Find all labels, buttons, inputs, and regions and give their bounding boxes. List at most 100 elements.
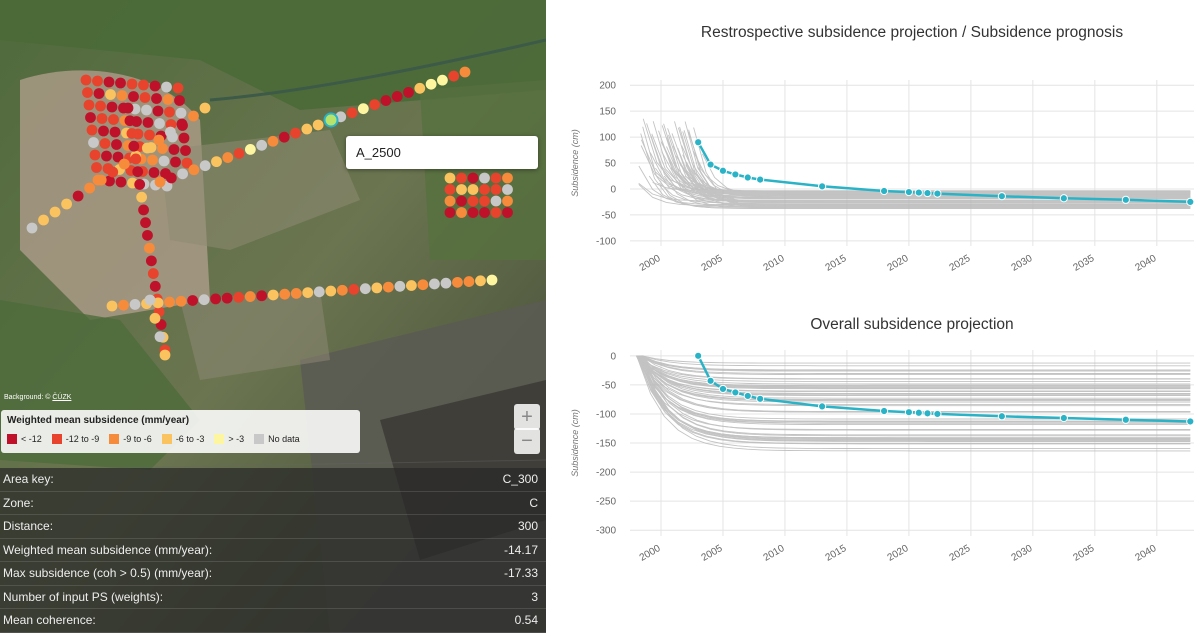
ps-point[interactable] [467,172,479,184]
ps-point[interactable] [479,207,490,218]
ps-point[interactable] [154,176,166,188]
selected-ps-point[interactable] [323,112,339,128]
ps-point[interactable] [267,135,279,147]
ps-point[interactable] [444,195,456,207]
ps-point[interactable] [244,291,256,302]
ps-point[interactable] [101,150,112,162]
ps-point[interactable] [82,87,93,98]
ps-point[interactable] [126,128,138,139]
ps-point[interactable] [391,91,403,102]
ps-point[interactable] [124,115,136,127]
ps-point[interactable] [161,81,172,93]
ps-point[interactable] [475,275,486,287]
ps-point[interactable] [154,118,165,129]
ps-point[interactable] [126,78,138,90]
ps-point[interactable] [456,207,467,218]
ps-point[interactable] [106,300,118,312]
ps-point[interactable] [157,143,168,154]
ps-point[interactable] [313,286,325,298]
ps-point[interactable] [154,331,166,343]
ps-point[interactable] [188,164,200,176]
ps-point[interactable] [456,172,467,184]
ps-point[interactable] [88,137,99,148]
ps-point[interactable] [174,95,185,106]
ps-point[interactable] [142,117,154,128]
ps-point[interactable] [115,176,127,188]
ps-point[interactable] [144,129,155,141]
ps-point[interactable] [456,195,467,207]
ps-point[interactable] [302,287,314,299]
ps-point[interactable] [165,172,177,184]
ps-point[interactable] [290,127,301,139]
ps-point[interactable] [165,126,176,138]
ps-point[interactable] [106,101,118,113]
ps-point[interactable] [371,282,383,294]
ps-point[interactable] [244,144,256,155]
ps-point[interactable] [147,154,158,166]
ps-point[interactable] [357,103,369,115]
ps-point[interactable] [175,107,187,119]
ps-point[interactable] [99,138,111,149]
ps-point[interactable] [467,195,479,207]
ps-point[interactable] [490,172,502,184]
ps-point[interactable] [96,113,108,124]
ps-point[interactable] [158,155,170,167]
ps-point[interactable] [233,148,245,159]
ps-point[interactable] [91,162,102,173]
ps-point[interactable] [429,278,440,290]
ps-point[interactable] [380,95,392,106]
ps-point[interactable] [199,102,211,114]
zoom-out-button[interactable]: − [514,428,540,454]
ps-point[interactable] [115,77,126,89]
ps-point[interactable] [452,276,463,288]
ps-point[interactable] [502,172,513,184]
ps-point[interactable] [95,174,107,186]
ps-point[interactable] [301,123,313,135]
ps-point[interactable] [164,106,175,118]
ps-point[interactable] [84,182,96,194]
ps-point[interactable] [444,207,456,218]
ps-point[interactable] [116,90,128,101]
attribution-link[interactable]: ČÚZK [52,394,72,401]
ps-point[interactable] [147,268,159,279]
ps-point[interactable] [278,131,290,143]
ps-point[interactable] [198,294,210,306]
ps-point[interactable] [336,284,348,296]
ps-point[interactable] [148,167,160,178]
ps-point-layer[interactable] [0,0,546,633]
ps-point[interactable] [103,76,115,88]
ps-point[interactable] [38,214,49,226]
ps-point[interactable] [405,280,417,291]
ps-point[interactable] [181,157,193,169]
ps-point[interactable] [199,160,211,172]
ps-point[interactable] [141,142,153,154]
ps-point[interactable] [49,206,61,218]
ps-point[interactable] [394,280,406,292]
ps-point[interactable] [104,175,115,187]
ps-point[interactable] [170,156,181,168]
ps-point[interactable] [107,166,119,178]
ps-point[interactable] [118,158,130,170]
ps-point[interactable] [111,139,122,150]
ps-point[interactable] [221,292,233,304]
ps-point[interactable] [80,74,92,86]
ps-point[interactable] [463,276,475,287]
ps-point[interactable] [417,279,429,291]
ps-point[interactable] [177,168,188,180]
ps-point[interactable] [425,78,437,90]
ps-point[interactable] [502,195,513,207]
ps-point[interactable] [144,242,155,254]
ps-point[interactable] [145,255,157,267]
ps-point[interactable] [233,291,245,303]
ps-point[interactable] [86,124,98,136]
ps-point[interactable] [168,144,180,155]
ps-point[interactable] [256,290,268,302]
ps-point[interactable] [153,134,165,146]
ps-point[interactable] [176,118,188,130]
ps-point[interactable] [172,82,184,94]
ps-point[interactable] [151,93,162,104]
ps-point[interactable] [312,119,324,131]
ps-point[interactable] [98,125,109,137]
ps-point[interactable] [444,184,456,195]
ps-point[interactable] [136,191,148,203]
